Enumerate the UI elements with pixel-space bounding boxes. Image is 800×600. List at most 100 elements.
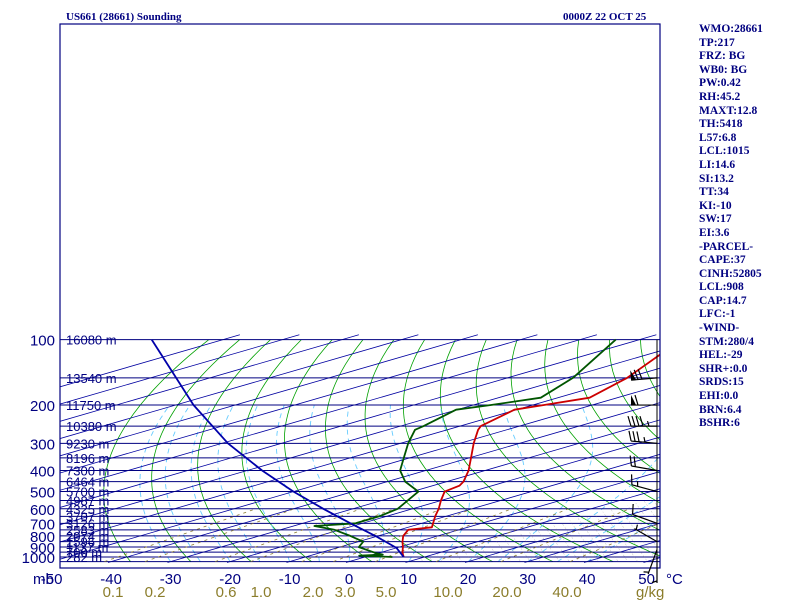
isobars bbox=[60, 339, 660, 563]
height-label: 4987 m bbox=[66, 494, 109, 509]
isotherm bbox=[167, 419, 660, 563]
isotherm bbox=[405, 488, 660, 563]
mixing-ratio-label: 10.0 bbox=[433, 584, 462, 600]
wind-barb bbox=[629, 455, 658, 472]
dry-adiabat bbox=[197, 339, 271, 562]
mixing-ratio-label: 0.1 bbox=[103, 584, 124, 600]
isotherm bbox=[60, 334, 419, 439]
index-value: HEL:-29 bbox=[699, 349, 743, 362]
height-label: 6464 m bbox=[66, 475, 109, 490]
index-value: LCL:1015 bbox=[699, 145, 750, 158]
height-label: 1596 m bbox=[66, 535, 109, 550]
index-value: BRN:6.4 bbox=[699, 403, 742, 416]
pressure-tick-label: 400 bbox=[30, 463, 55, 480]
isotherm bbox=[60, 334, 300, 405]
wind-barb bbox=[651, 557, 658, 584]
isotherm bbox=[60, 367, 660, 543]
index-value: LFC:-1 bbox=[699, 308, 736, 321]
moist-adiabat bbox=[190, 404, 231, 562]
index-value: SW:17 bbox=[699, 213, 732, 226]
temperature-axis-title: °C bbox=[666, 571, 683, 588]
index-value: L57:6.8 bbox=[699, 131, 737, 144]
index-value: BSHR:6 bbox=[699, 417, 740, 430]
sounding-traces bbox=[150, 338, 660, 558]
parcel-trace bbox=[150, 339, 405, 558]
moist-adiabat bbox=[527, 454, 660, 562]
mixing-ratio-label: 2.0 bbox=[303, 584, 324, 600]
height-label: 4325 m bbox=[66, 502, 109, 517]
temperature-tick-label: -50 bbox=[41, 571, 63, 588]
mixing-ratio-label: 0.2 bbox=[145, 584, 166, 600]
mixing-ratio-line bbox=[375, 508, 512, 562]
height-label: 9230 m bbox=[66, 436, 109, 451]
pressure-tick-label: 200 bbox=[30, 398, 55, 415]
pressure-tick-label: 800 bbox=[30, 529, 55, 546]
index-value: FRZ: BG bbox=[699, 50, 746, 63]
wind-barb bbox=[643, 549, 658, 575]
mixing-ratio-label: 40.0 bbox=[552, 584, 581, 600]
temperature-tick-label: -30 bbox=[160, 571, 182, 588]
height-label: 3707 m bbox=[66, 509, 109, 524]
mixing-ratio-label: 5.0 bbox=[376, 584, 397, 600]
moist-adiabat bbox=[217, 404, 261, 562]
height-label: 16080 m bbox=[66, 333, 117, 348]
isotherm bbox=[345, 471, 660, 563]
index-value: STM:280/4 bbox=[699, 335, 754, 348]
isotherm bbox=[60, 334, 359, 422]
isotherm bbox=[60, 334, 240, 388]
mixing-ratio-line bbox=[104, 508, 257, 562]
moist-adiabat bbox=[139, 404, 171, 562]
index-value: -WIND- bbox=[699, 322, 740, 335]
pressure-tick-label: 900 bbox=[30, 540, 55, 557]
moist-adiabat bbox=[438, 404, 470, 562]
temperature-tick-label: -10 bbox=[279, 571, 301, 588]
temperature-tick-label: 50 bbox=[638, 571, 655, 588]
mixing-ratio-line bbox=[215, 508, 362, 562]
index-value: TP:217 bbox=[699, 36, 735, 49]
isotherm bbox=[60, 334, 597, 491]
index-value: RH:45.2 bbox=[699, 90, 741, 103]
height-label: 13540 m bbox=[66, 371, 117, 386]
height-label: 5700 m bbox=[66, 485, 109, 500]
dry-adiabat bbox=[608, 339, 660, 441]
index-value: TH:5418 bbox=[699, 118, 743, 131]
stability-indices-panel: WMO:28661 TP:217 FRZ: BG WB0: BG PW:0.42 RH:4… bbox=[699, 23, 799, 431]
dry-adiabat bbox=[324, 339, 433, 562]
height-label: 700 m bbox=[66, 545, 102, 560]
temperature-tick-label: 0 bbox=[345, 571, 353, 588]
dry-adiabat bbox=[577, 339, 660, 474]
wind-barb bbox=[628, 430, 658, 444]
index-value: CAP:14.7 bbox=[699, 294, 747, 307]
wind-barb bbox=[634, 524, 658, 543]
index-value: TT:34 bbox=[699, 186, 729, 199]
mixing-ratio-axis-title: g/kg bbox=[636, 584, 664, 600]
mixing-ratio-label: 3.0 bbox=[335, 584, 356, 600]
moist-adiabat bbox=[309, 404, 351, 562]
isotherm bbox=[107, 402, 660, 563]
pressure-axis-title: mb bbox=[33, 571, 54, 588]
height-label: 2074 m bbox=[66, 529, 109, 544]
pressure-tick-label: 300 bbox=[30, 436, 55, 453]
dry-adiabat bbox=[510, 339, 660, 531]
mixing-ratio-line bbox=[144, 508, 295, 562]
index-value: SRDS:15 bbox=[699, 376, 744, 389]
height-label: 11750 m bbox=[66, 398, 116, 413]
mixing-ratio-line bbox=[250, 508, 395, 562]
wind-barbs bbox=[627, 369, 658, 584]
height-label: 282 m bbox=[66, 550, 102, 565]
height-label: 8196 m bbox=[66, 451, 109, 466]
isotherm bbox=[286, 453, 660, 563]
moist-adiabats bbox=[139, 404, 660, 563]
mixing-ratio-label: 1.0 bbox=[251, 584, 272, 600]
hatched-area bbox=[409, 339, 660, 562]
index-value: EHI:0.0 bbox=[699, 390, 739, 403]
temperature-tick-label: 20 bbox=[460, 571, 477, 588]
plot-area bbox=[60, 334, 660, 563]
index-value: WB0: BG bbox=[699, 63, 748, 76]
dry-adiabat bbox=[364, 339, 493, 562]
pressure-tick-label: 100 bbox=[30, 333, 55, 350]
isotherms bbox=[60, 334, 660, 563]
chart-title: US661 (28661) Sounding bbox=[66, 11, 182, 23]
